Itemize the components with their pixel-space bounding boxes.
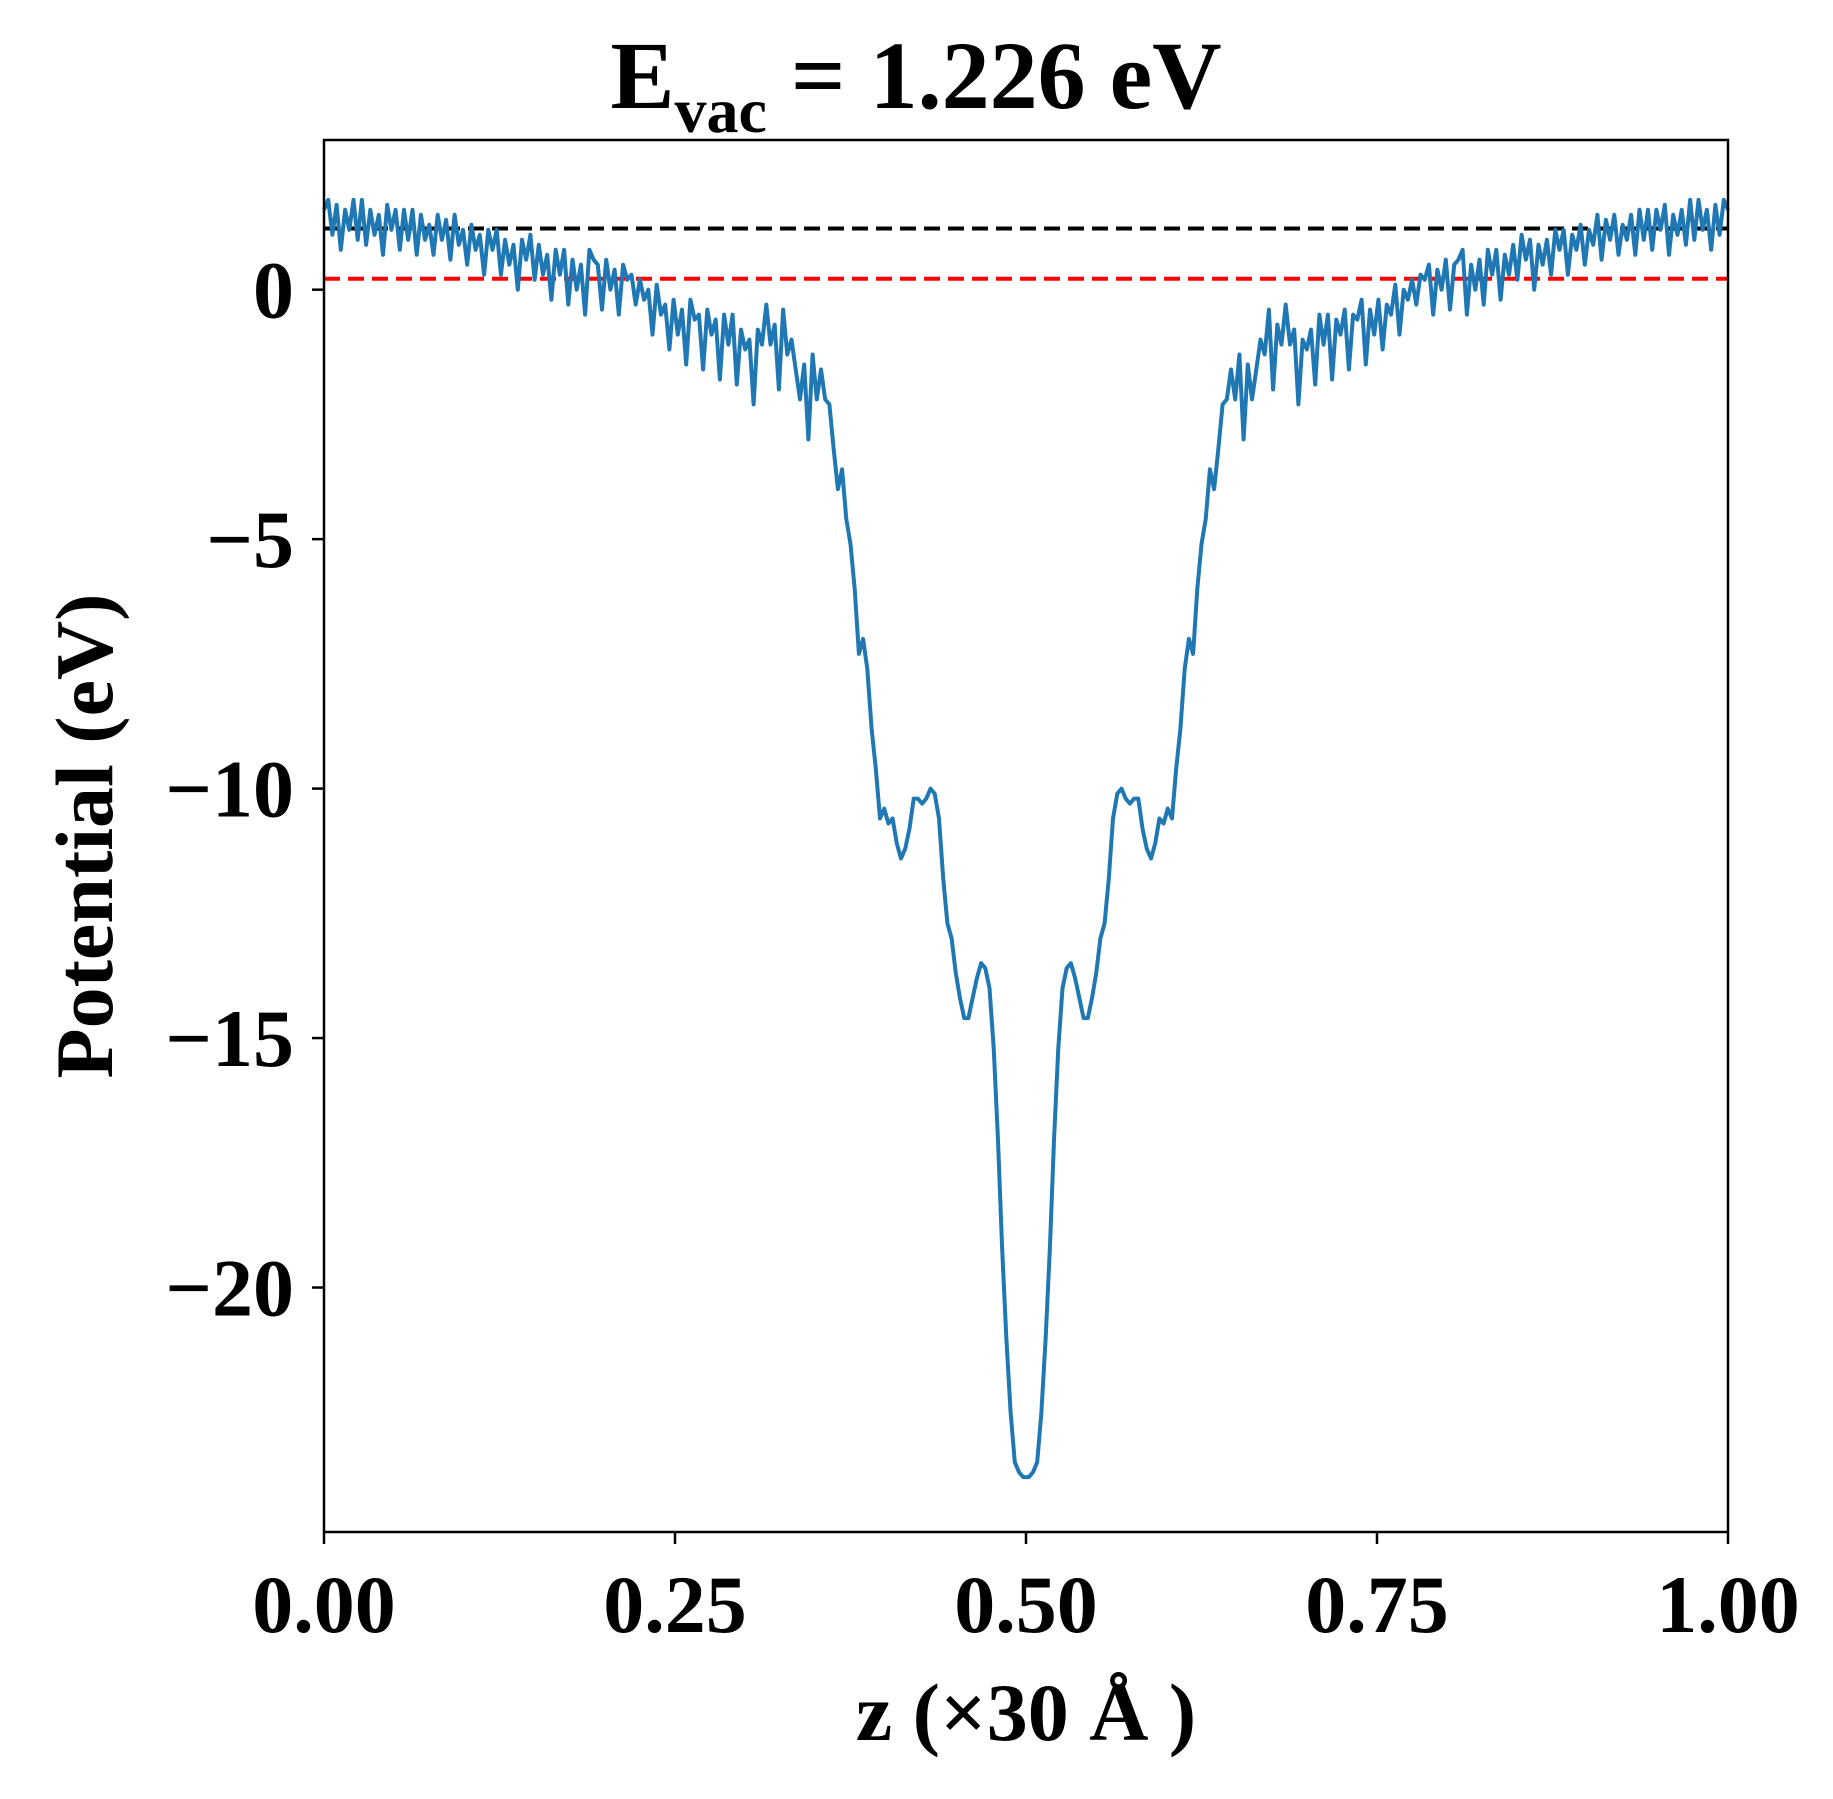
y-tick-label: −5	[206, 494, 294, 585]
plot-frame	[322, 138, 1730, 1534]
chart-title: Evac = 1.226 eV	[610, 22, 1221, 146]
y-tick-label: −10	[165, 744, 294, 835]
y-axis-label: Potential (eV)	[39, 594, 130, 1079]
series-line-0	[322, 197, 1730, 1480]
x-tick-label: 0.50	[954, 1559, 1098, 1650]
reference-lines	[324, 226, 1728, 281]
x-tick-label: 0.00	[252, 1559, 396, 1650]
x-tick-label: 0.25	[603, 1559, 747, 1650]
chart-title-subscript: vac	[674, 75, 766, 146]
chart-title-suffix: = 1.226 eV	[767, 22, 1222, 129]
series-layer	[322, 197, 1730, 1480]
y-tick-label: −15	[165, 993, 294, 1084]
x-axis-label: z (×30 Å )	[856, 1667, 1196, 1758]
y-tick-label: −20	[165, 1243, 294, 1334]
x-tick-label: 0.75	[1305, 1559, 1449, 1650]
x-tick-label: 1.00	[1656, 1559, 1800, 1650]
y-axis: 0 −5 −10 −15 −20	[165, 245, 324, 1334]
y-tick-label: 0	[253, 245, 294, 336]
x-axis: 0.00 0.25 0.50 0.75 1.00	[252, 1532, 1800, 1650]
chart-title-prefix: E	[610, 22, 674, 129]
